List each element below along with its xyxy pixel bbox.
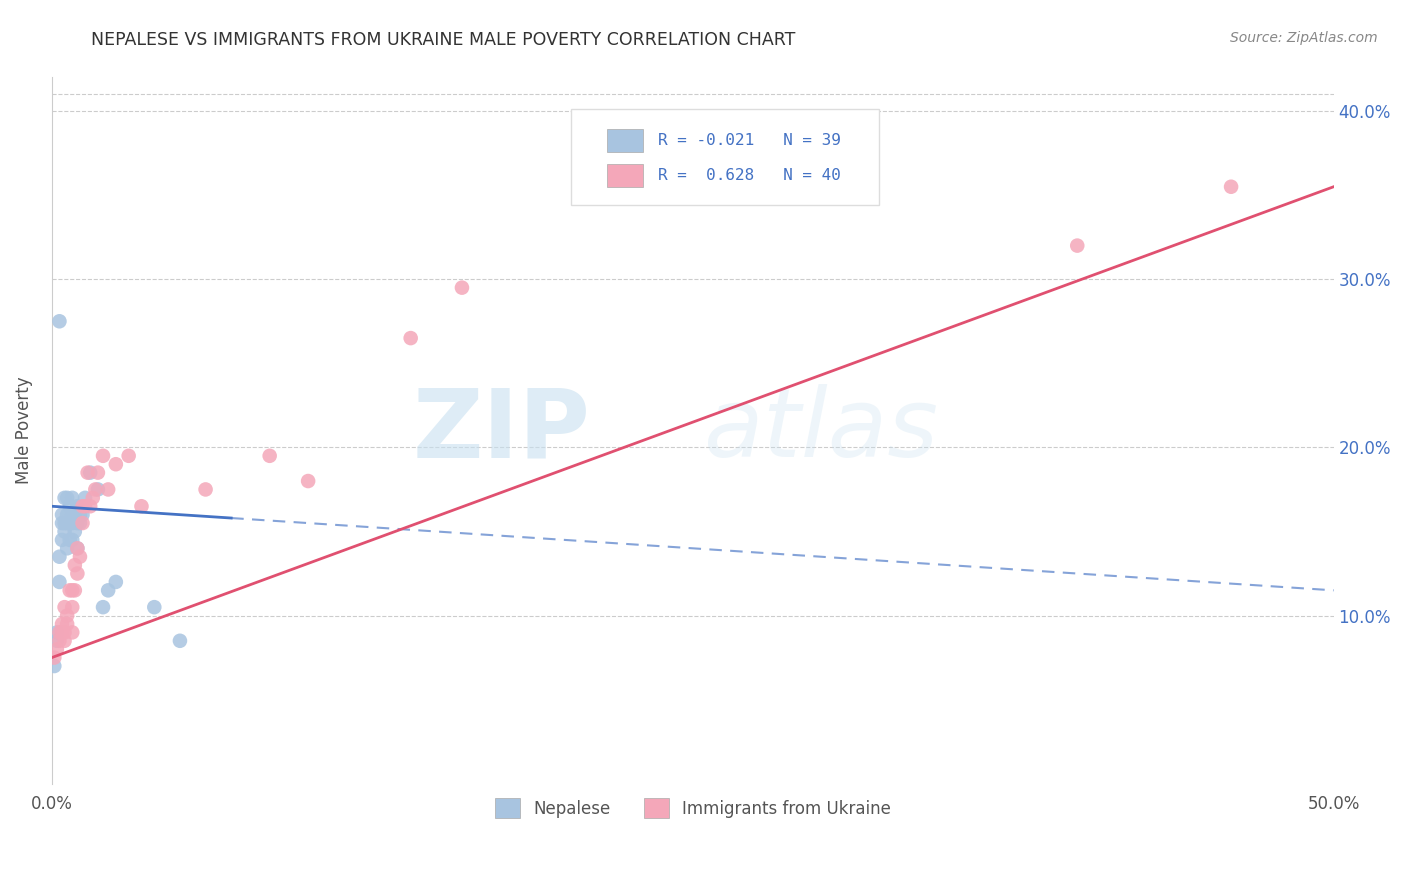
Point: [451, 280, 474, 294]
Y-axis label: Male Poverty: Male Poverty: [15, 376, 32, 484]
Text: Source: ZipAtlas.com: Source: ZipAtlas.com: [1230, 31, 1378, 45]
Point: [91, 600, 114, 615]
Point: [118, 449, 141, 463]
Point: [53, 524, 76, 539]
Point: [60, 600, 83, 615]
Point: [56, 617, 79, 632]
Point: [399, 331, 422, 345]
Point: [63, 558, 86, 573]
Point: [60, 516, 83, 530]
Point: [75, 491, 97, 505]
Point: [56, 516, 79, 530]
Point: [48, 625, 70, 640]
Point: [51, 617, 73, 632]
Point: [45, 625, 67, 640]
Point: [97, 483, 120, 497]
Point: [66, 516, 89, 530]
Point: [69, 516, 91, 530]
Point: [66, 566, 89, 581]
Point: [60, 533, 83, 547]
Point: [59, 583, 82, 598]
Point: [169, 633, 191, 648]
Point: [79, 466, 101, 480]
Point: [56, 608, 79, 623]
Point: [53, 633, 76, 648]
Point: [53, 600, 76, 615]
Point: [59, 516, 82, 530]
Point: [56, 491, 79, 505]
Point: [131, 500, 153, 514]
Text: NEPALESE VS IMMIGRANTS FROM UKRAINE MALE POVERTY CORRELATION CHART: NEPALESE VS IMMIGRANTS FROM UKRAINE MALE…: [91, 31, 796, 49]
FancyBboxPatch shape: [607, 129, 643, 152]
Point: [45, 633, 67, 648]
Point: [1220, 179, 1243, 194]
Point: [53, 625, 76, 640]
Point: [51, 516, 73, 530]
Point: [45, 642, 67, 657]
Point: [60, 583, 83, 598]
Point: [56, 541, 79, 556]
Point: [51, 625, 73, 640]
Point: [69, 549, 91, 564]
Text: R =  0.628   N = 40: R = 0.628 N = 40: [658, 168, 841, 183]
Point: [63, 524, 86, 539]
Point: [63, 508, 86, 522]
Point: [59, 500, 82, 514]
Point: [1066, 238, 1088, 252]
Point: [63, 583, 86, 598]
Point: [66, 541, 89, 556]
Point: [53, 516, 76, 530]
Point: [53, 491, 76, 505]
Point: [76, 466, 98, 480]
Point: [69, 508, 91, 522]
Point: [56, 508, 79, 522]
Point: [51, 508, 73, 522]
Point: [72, 500, 94, 514]
Point: [84, 483, 107, 497]
FancyBboxPatch shape: [571, 109, 879, 204]
Point: [194, 483, 217, 497]
Text: R = -0.021   N = 39: R = -0.021 N = 39: [658, 133, 841, 148]
Point: [48, 314, 70, 328]
Text: atlas: atlas: [703, 384, 938, 477]
Point: [143, 600, 166, 615]
Point: [75, 500, 97, 514]
Point: [60, 491, 83, 505]
Point: [44, 650, 66, 665]
Point: [72, 508, 94, 522]
Point: [60, 508, 83, 522]
Point: [60, 625, 83, 640]
Point: [259, 449, 281, 463]
Point: [87, 466, 110, 480]
Point: [82, 491, 104, 505]
FancyBboxPatch shape: [607, 164, 643, 187]
Point: [59, 533, 82, 547]
Point: [87, 483, 110, 497]
Point: [48, 574, 70, 589]
Legend: Nepalese, Immigrants from Ukraine: Nepalese, Immigrants from Ukraine: [488, 791, 897, 825]
Point: [48, 549, 70, 564]
Point: [66, 500, 89, 514]
Point: [297, 474, 319, 488]
Point: [104, 457, 127, 471]
Point: [51, 533, 73, 547]
Point: [48, 633, 70, 648]
Point: [104, 574, 127, 589]
Point: [91, 449, 114, 463]
Point: [66, 541, 89, 556]
Text: ZIP: ZIP: [412, 384, 591, 477]
Point: [44, 659, 66, 673]
Point: [72, 516, 94, 530]
Point: [79, 500, 101, 514]
Point: [97, 583, 120, 598]
